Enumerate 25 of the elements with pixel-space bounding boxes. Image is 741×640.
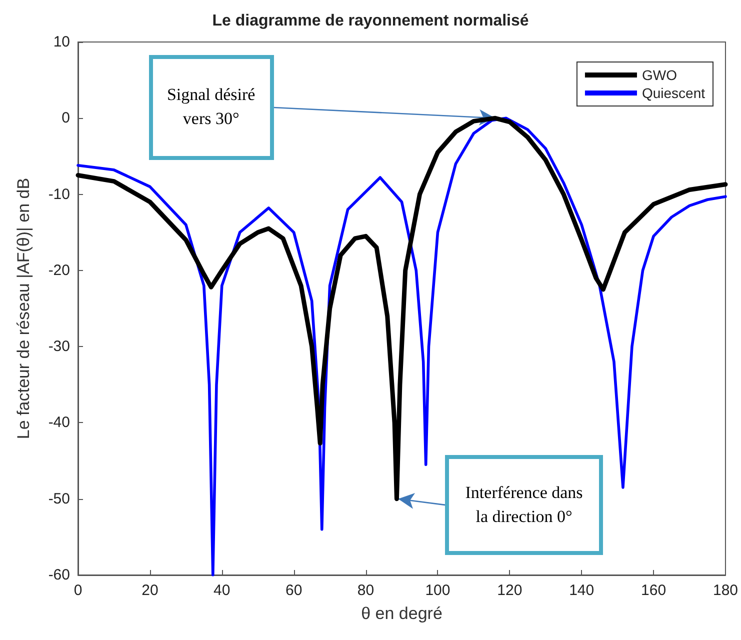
x-tick-label: 80 <box>357 582 374 599</box>
x-tick-label: 160 <box>641 582 666 599</box>
y-axis-title: Le facteur de réseau |AF(θ)| en dB <box>14 178 33 440</box>
y-tick-label: 0 <box>62 110 70 127</box>
y-tick-label: 10 <box>53 34 70 50</box>
x-tick-label: 20 <box>142 582 158 599</box>
y-tick-label: -20 <box>48 262 70 279</box>
chart-title: Le diagramme de rayonnement normalisé <box>212 12 529 30</box>
y-tick-label: -60 <box>48 566 70 584</box>
callout-box: Signal désiré vers 30° <box>148 54 274 160</box>
x-tick-label: 180 <box>712 582 738 599</box>
x-axis-title: θ en degré <box>361 604 442 623</box>
y-tick-label: -30 <box>48 338 70 356</box>
x-tick-label: 120 <box>497 582 522 599</box>
x-tick-label: 0 <box>74 582 82 599</box>
callout-box: Interférence dans la direction 0° <box>445 454 604 555</box>
x-tick-label: 100 <box>425 582 450 599</box>
y-tick-label: -10 <box>48 186 70 203</box>
x-tick-label: 40 <box>214 582 230 599</box>
legend-label: GWO <box>642 67 678 83</box>
y-tick-label: -50 <box>48 490 70 508</box>
legend-label: Quiescent <box>642 85 706 101</box>
y-tick-label: -40 <box>48 414 70 432</box>
x-tick-label: 60 <box>285 582 302 599</box>
x-tick-label: 140 <box>569 582 594 599</box>
